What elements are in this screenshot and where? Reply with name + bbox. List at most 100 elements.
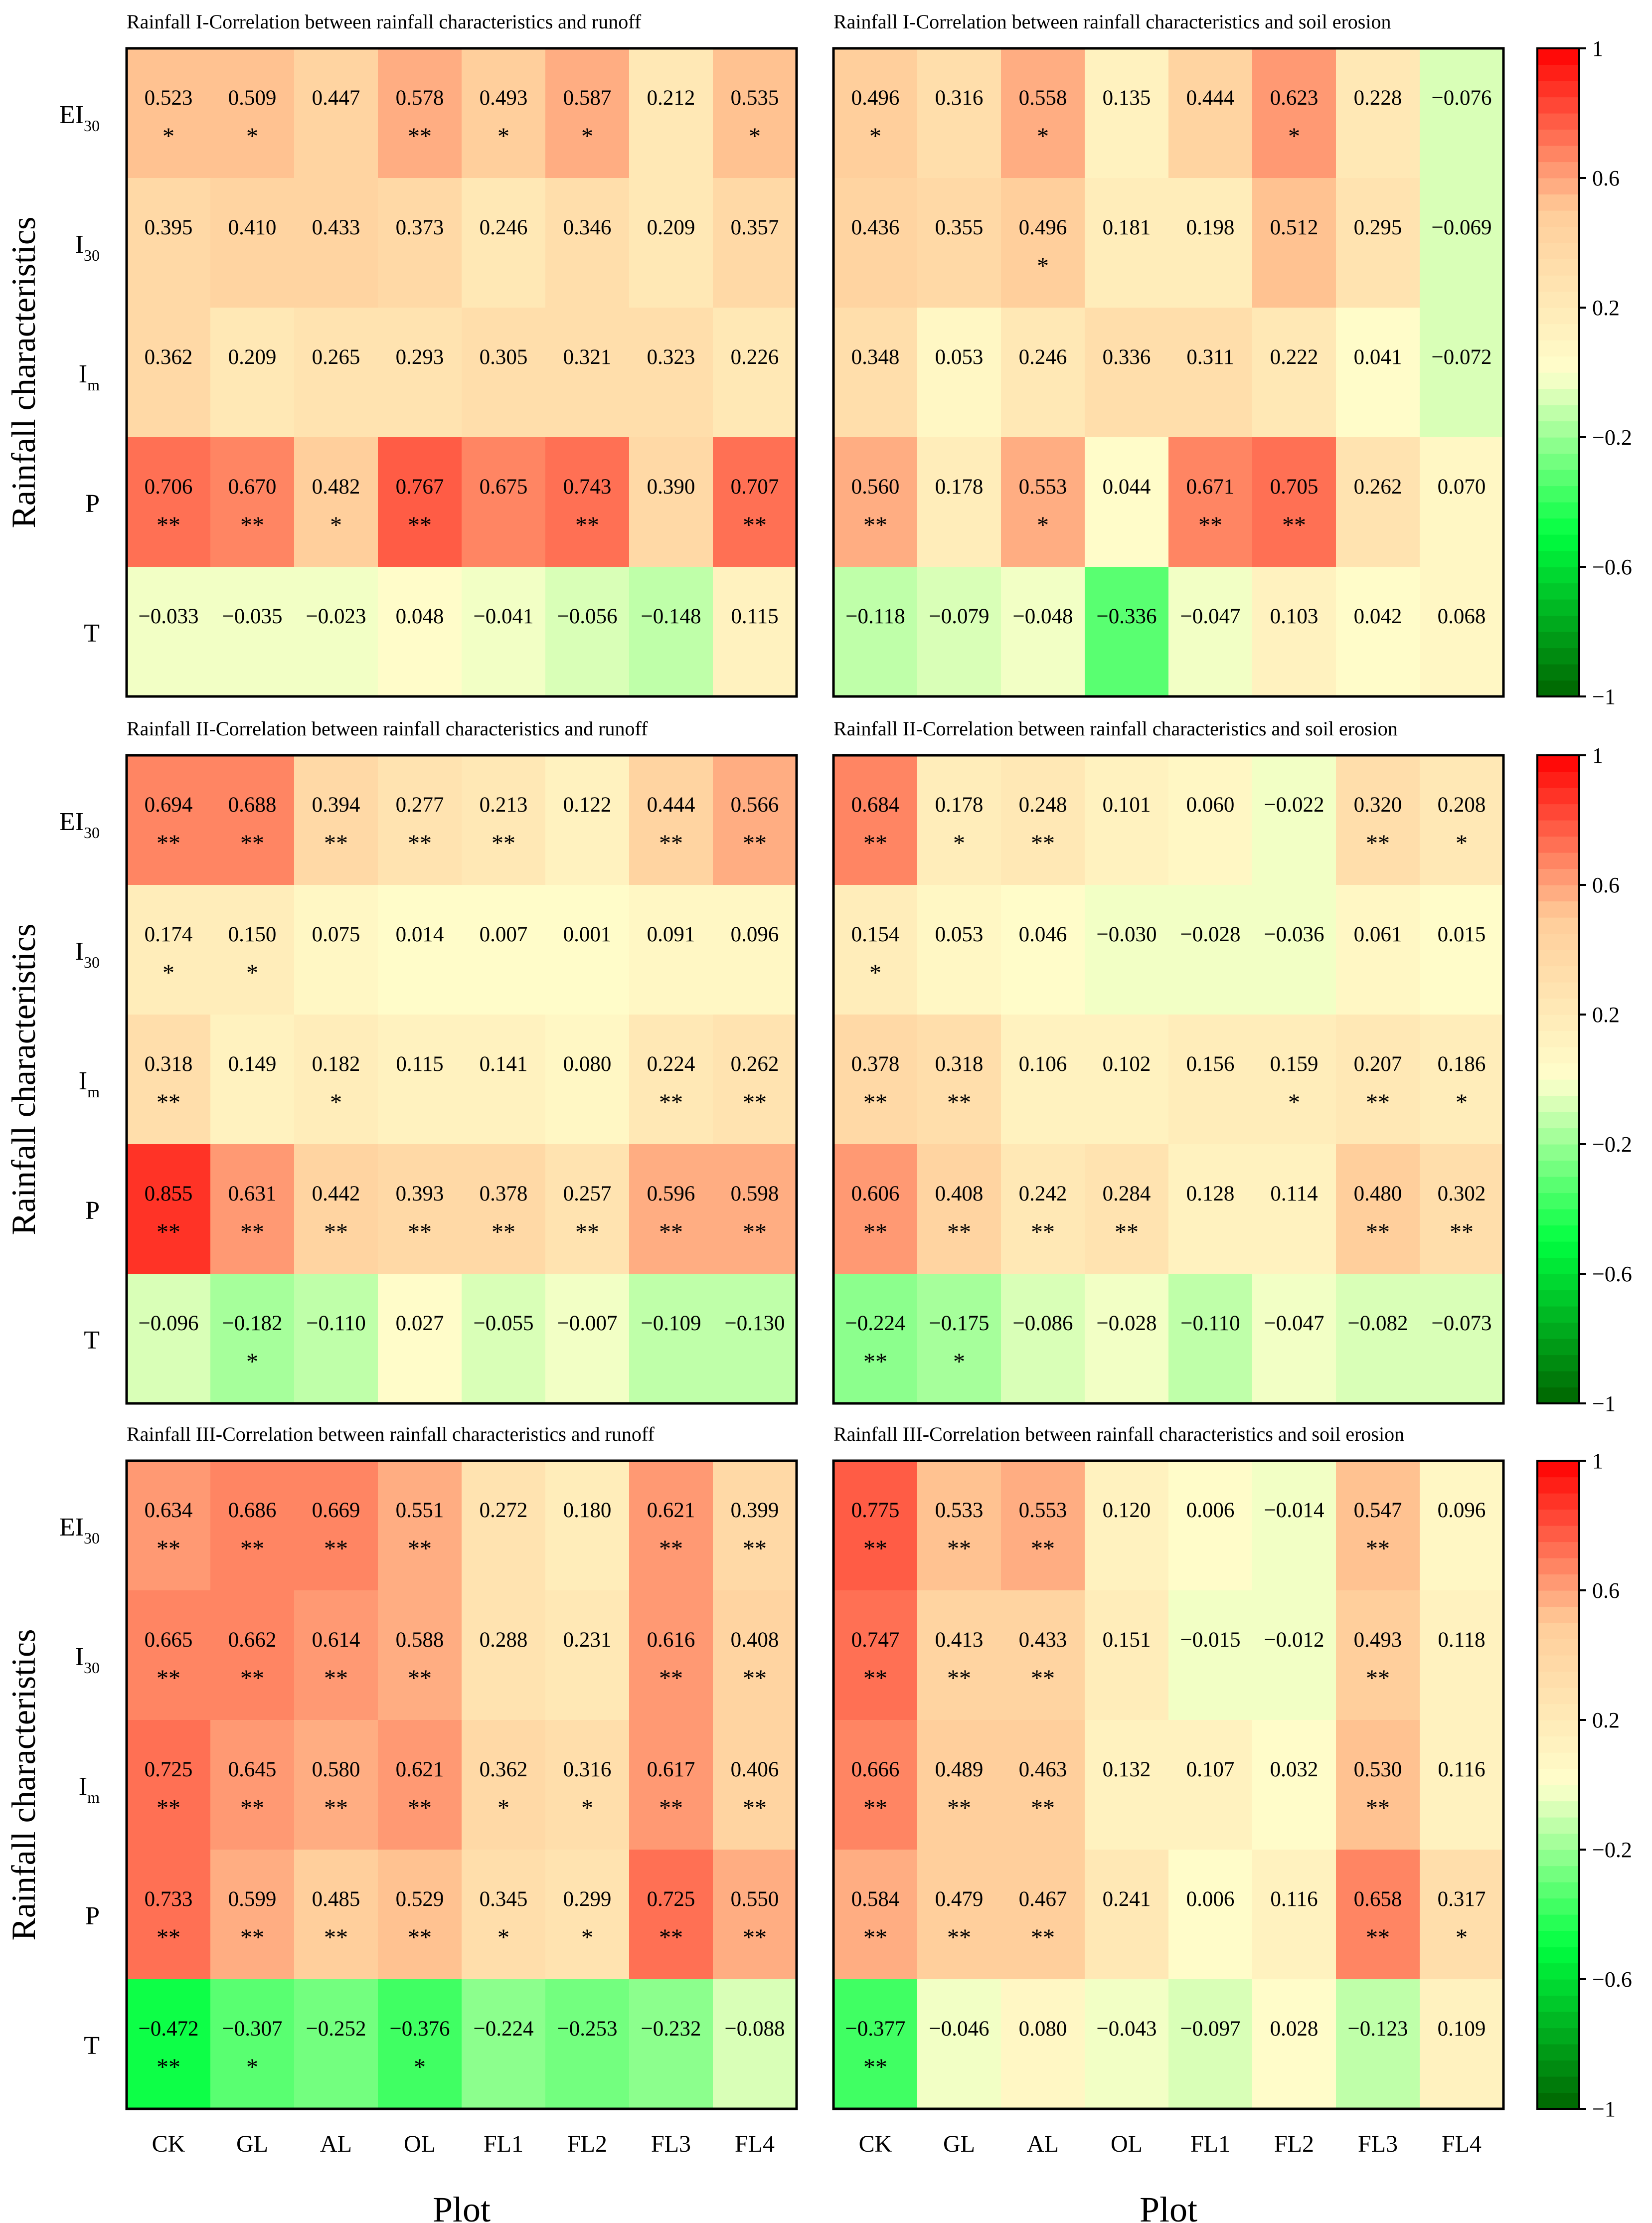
cell-value-label: −0.036 — [1264, 923, 1324, 946]
heatmap-cell — [833, 1461, 918, 1591]
heatmap-cell — [127, 1720, 211, 1850]
colorbar-segment — [1537, 917, 1579, 934]
colorbar-segment — [1537, 129, 1579, 146]
significance-marker: ** — [659, 1795, 683, 1821]
cell-value-label: 0.706 — [145, 475, 193, 499]
colorbar-segment — [1537, 648, 1579, 665]
cell-value-label: 0.115 — [396, 1052, 443, 1076]
significance-marker: ** — [157, 1795, 180, 1821]
cell-value-label: 0.725 — [647, 1887, 695, 1911]
cell-value-label: 0.743 — [563, 475, 612, 499]
heatmap-cell — [1001, 1979, 1085, 2109]
colorbar-segment — [1537, 1639, 1579, 1656]
cell-value-label: 0.550 — [731, 1887, 779, 1911]
x-tick-label: FL1 — [1190, 2131, 1230, 2157]
significance-marker: * — [1288, 1089, 1300, 1116]
cell-value-label: 0.662 — [228, 1628, 277, 1652]
significance-marker: ** — [947, 1795, 971, 1821]
colorbar-segment — [1537, 1371, 1579, 1388]
colorbar-segment — [1537, 1461, 1579, 1478]
cell-value-label: 0.634 — [145, 1499, 193, 1522]
cell-value-label: −0.047 — [1264, 1312, 1324, 1335]
colorbar-segment — [1537, 1574, 1579, 1591]
cell-value-label: −0.307 — [222, 2017, 282, 2041]
cell-value-label: 0.213 — [480, 793, 528, 817]
heatmap-cell — [462, 308, 546, 438]
heatmap-cell — [833, 1979, 918, 2109]
cell-value-label: 0.621 — [647, 1499, 695, 1522]
heatmap-cell — [1168, 1720, 1253, 1850]
colorbar-segment — [1537, 615, 1579, 632]
significance-marker: ** — [157, 2054, 180, 2080]
heatmap-cell — [1252, 1850, 1336, 1980]
heatmap-cell — [1336, 1850, 1420, 1980]
heatmap-cell — [1336, 1979, 1420, 2109]
colorbar-segment — [1537, 1720, 1579, 1737]
heatmap-cell — [1085, 755, 1169, 885]
colorbar-segment — [1537, 178, 1579, 195]
heatmap-cell — [127, 178, 211, 308]
cell-value-label: 0.512 — [1270, 216, 1319, 239]
colorbar-segment — [1537, 1306, 1579, 1323]
heatmap-cell — [1336, 1274, 1420, 1404]
heatmap-cell — [462, 1015, 546, 1145]
colorbar-segment — [1537, 1030, 1579, 1047]
heatmap-cell — [545, 885, 630, 1015]
heatmap-cell — [1168, 885, 1253, 1015]
heatmap-cell — [545, 1144, 630, 1274]
cell-value-label: 0.209 — [647, 216, 695, 239]
significance-marker: ** — [1282, 512, 1306, 538]
colorbar-segment — [1537, 901, 1579, 918]
significance-marker: ** — [1366, 1536, 1390, 1562]
cell-value-label: 0.707 — [731, 475, 779, 499]
panel-title: Rainfall III-Correlation between rainfal… — [833, 1423, 1404, 1445]
colorbar-segment — [1537, 583, 1579, 600]
cell-value-label: 0.154 — [851, 923, 900, 946]
significance-marker: ** — [157, 512, 180, 538]
significance-marker: * — [497, 1924, 509, 1951]
heatmap-cell — [210, 1720, 295, 1850]
heatmap-cell — [713, 48, 797, 178]
heatmap-cell — [378, 48, 462, 178]
cell-value-label: 0.101 — [1103, 793, 1151, 817]
colorbar-segment — [1537, 502, 1579, 519]
cell-value-label: −0.148 — [641, 605, 701, 628]
x-tick-label: OL — [1111, 2131, 1143, 2157]
heatmap-panel-4: Rainfall II-Correlation between rainfall… — [832, 717, 1505, 1405]
cell-value-label: 0.150 — [228, 923, 277, 946]
colorbar-segment — [1537, 853, 1579, 869]
significance-marker: * — [246, 123, 258, 150]
significance-marker: ** — [1450, 1219, 1474, 1245]
cell-value-label: 0.362 — [145, 345, 193, 369]
heatmap-cell — [378, 1015, 462, 1145]
cell-value-label: 0.485 — [312, 1887, 360, 1911]
heatmap-cell — [1001, 567, 1085, 697]
colorbar-segment — [1537, 1768, 1579, 1785]
cell-value-label: 0.775 — [851, 1499, 900, 1522]
heatmap-cell — [833, 48, 918, 178]
colorbar-segment — [1537, 97, 1579, 114]
cell-value-label: 0.027 — [396, 1312, 444, 1335]
colorbar-segment — [1537, 162, 1579, 178]
significance-marker: ** — [157, 830, 180, 856]
significance-marker: ** — [947, 1924, 971, 1951]
significance-marker: ** — [743, 512, 767, 538]
heatmap-cell — [210, 1979, 295, 2109]
heatmap-cell — [1085, 1979, 1169, 2109]
cell-value-label: 0.053 — [935, 345, 984, 369]
cell-value-label: −0.055 — [473, 1312, 533, 1335]
cell-value-label: 0.533 — [935, 1499, 984, 1522]
cell-value-label: 0.080 — [1019, 2017, 1067, 2041]
heatmap-cell — [545, 178, 630, 308]
cell-value-label: 0.159 — [1270, 1052, 1319, 1076]
cell-value-label: 0.014 — [396, 923, 444, 946]
cell-value-label: 0.198 — [1186, 216, 1235, 239]
heatmap-cell — [378, 1720, 462, 1850]
colorbar-segment — [1537, 356, 1579, 373]
heatmap-cell — [629, 1274, 713, 1404]
colorbar-segment — [1537, 1655, 1579, 1672]
colorbar-tick-label: 1 — [1592, 743, 1603, 768]
colorbar-segment — [1537, 486, 1579, 503]
cell-value-label: 0.479 — [935, 1887, 984, 1911]
cell-value-label: 0.305 — [480, 345, 528, 369]
